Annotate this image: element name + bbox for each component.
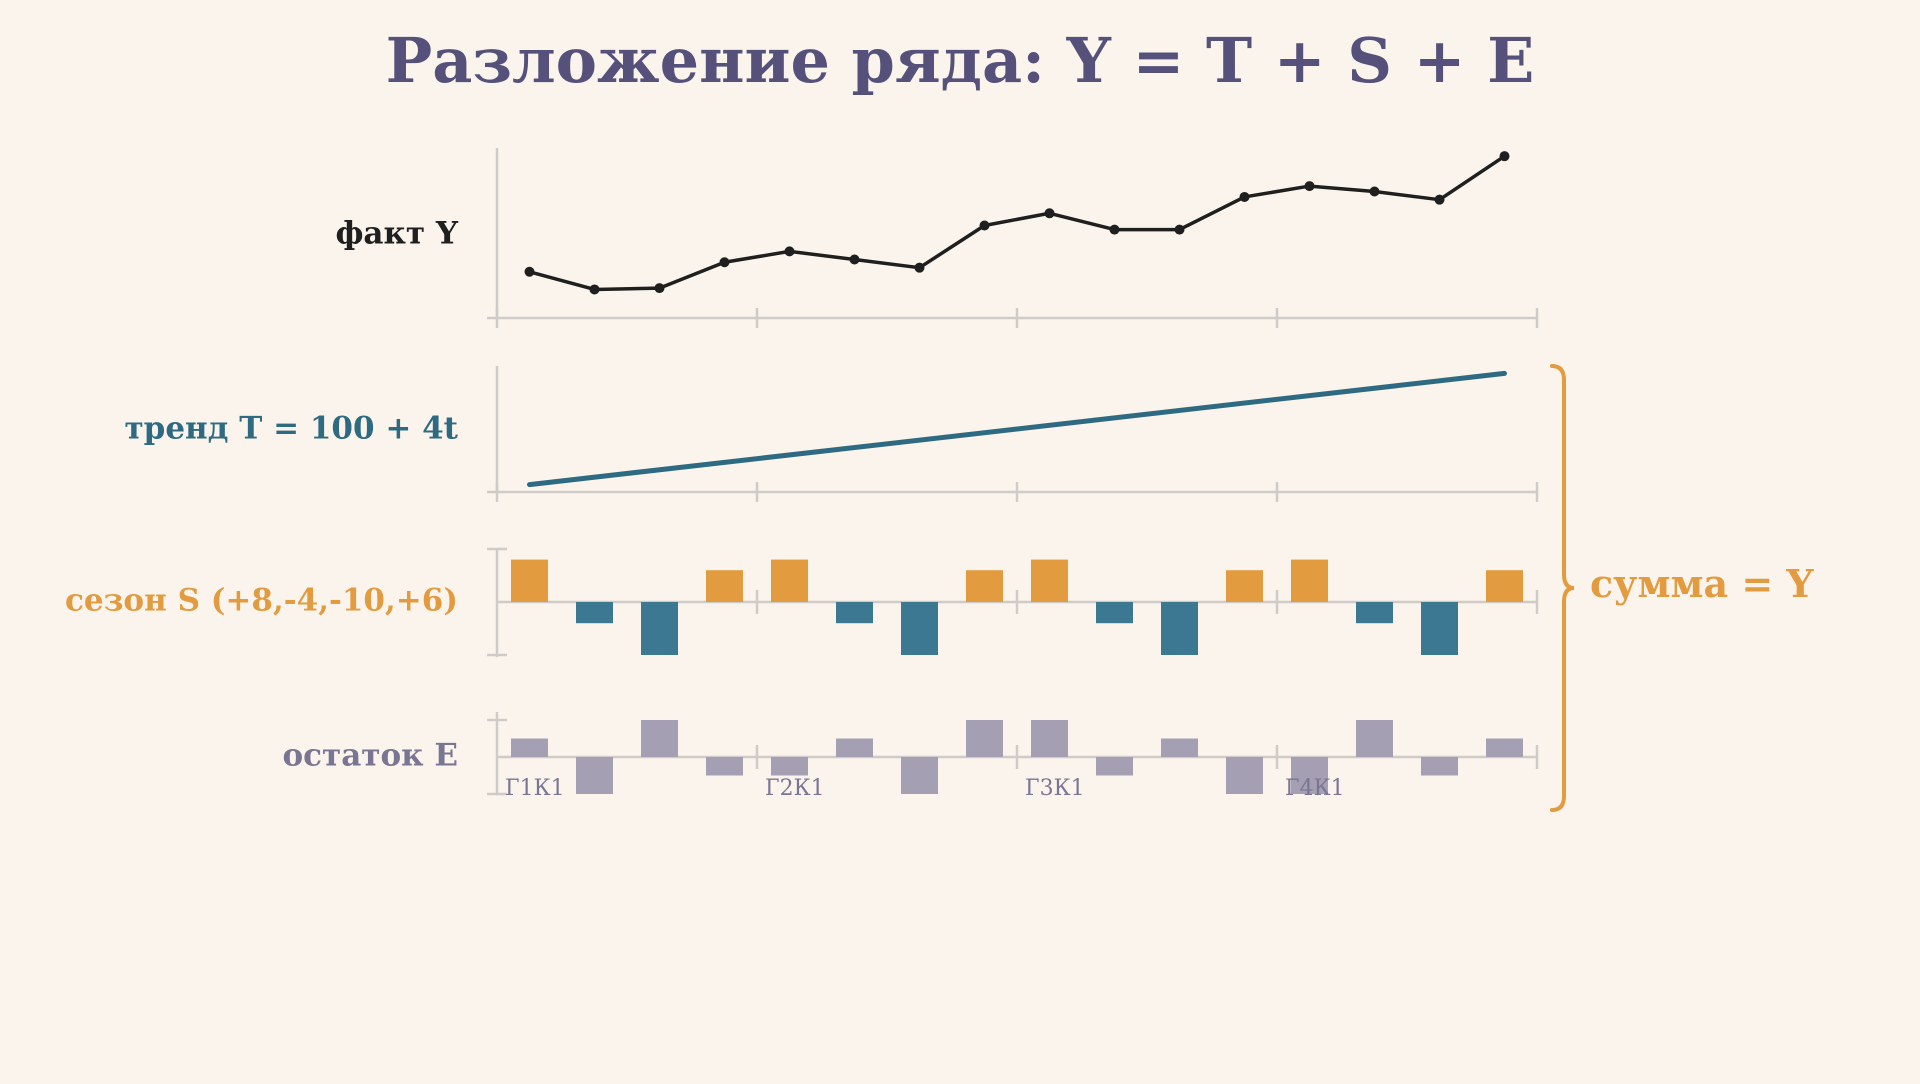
panel-label-trend: тренд T = 100 + 4t xyxy=(124,411,458,447)
bar-residual xyxy=(836,738,873,757)
bar-residual xyxy=(576,757,613,794)
bar-season xyxy=(1161,602,1198,655)
data-point xyxy=(1369,186,1380,197)
bar-season xyxy=(771,559,808,602)
bar-residual xyxy=(901,757,938,794)
data-point xyxy=(849,254,860,265)
data-point xyxy=(524,266,535,277)
panel-season: сезон S (+8,-4,-10,+6) xyxy=(65,547,1539,657)
bar-residual xyxy=(511,738,548,757)
x-tick-label: Г2К1 xyxy=(765,776,825,801)
panel-label-season: сезон S (+8,-4,-10,+6) xyxy=(65,583,458,619)
panel-label-fact: факт Y xyxy=(335,216,458,252)
bar-residual xyxy=(1096,757,1133,776)
bar-season xyxy=(1096,602,1133,624)
data-point xyxy=(719,257,730,268)
bar-residual xyxy=(1161,738,1198,757)
bar-residual xyxy=(1356,720,1393,757)
data-point xyxy=(654,283,665,294)
bar-season xyxy=(1421,602,1458,655)
bar-season xyxy=(641,602,678,655)
data-point xyxy=(1304,181,1315,192)
bar-residual xyxy=(966,720,1003,757)
bar-season xyxy=(1291,559,1328,602)
bar-season xyxy=(706,570,743,602)
bar-season xyxy=(1486,570,1523,602)
data-point xyxy=(1174,224,1185,235)
bar-season xyxy=(511,559,548,602)
bar-residual xyxy=(1486,738,1523,757)
series-line-fact xyxy=(527,154,1507,292)
panel-trend: тренд T = 100 + 4t xyxy=(124,366,1539,502)
bar-season xyxy=(576,602,613,624)
bar-season xyxy=(966,570,1003,602)
bar-residual xyxy=(706,757,743,776)
x-tick-label: Г4К1 xyxy=(1285,776,1345,801)
bar-season xyxy=(901,602,938,655)
data-point xyxy=(1109,224,1120,235)
data-point xyxy=(589,284,600,295)
sum-label: сумма = Y xyxy=(1590,561,1814,606)
x-tick-label: Г3К1 xyxy=(1025,776,1085,801)
data-point xyxy=(1239,191,1250,202)
plot-layer: факт Y тренд T = 100 + 4t сезон S (+8,-4,-… xyxy=(65,148,1539,801)
data-point xyxy=(979,220,990,231)
bar-residual xyxy=(771,757,808,776)
bar-residual xyxy=(1031,720,1068,757)
bar-season xyxy=(1031,559,1068,602)
bar-residual xyxy=(1291,757,1328,794)
panel-label-residual: остаток E xyxy=(282,738,458,774)
bar-season xyxy=(1356,602,1393,624)
x-tick-label: Г1К1 xyxy=(505,776,565,801)
panel-residual: остаток E Г1К1 Г2К1 Г3К1 Г4К1 xyxy=(282,712,1539,801)
bar-residual xyxy=(1226,757,1263,794)
sum-brace xyxy=(1550,364,1575,812)
bar-season xyxy=(836,602,873,624)
panel-fact: факт Y xyxy=(335,148,1539,328)
bar-season xyxy=(1226,570,1263,602)
data-point xyxy=(914,262,925,273)
data-point xyxy=(1499,151,1510,162)
data-point xyxy=(1044,208,1055,219)
bar-residual xyxy=(641,720,678,757)
bar-residual xyxy=(1421,757,1458,776)
data-point xyxy=(1434,194,1445,205)
series-line-trend xyxy=(527,370,1507,488)
data-point xyxy=(784,246,795,257)
chart-title: Разложение ряда: Y = T + S + E xyxy=(386,24,1535,97)
